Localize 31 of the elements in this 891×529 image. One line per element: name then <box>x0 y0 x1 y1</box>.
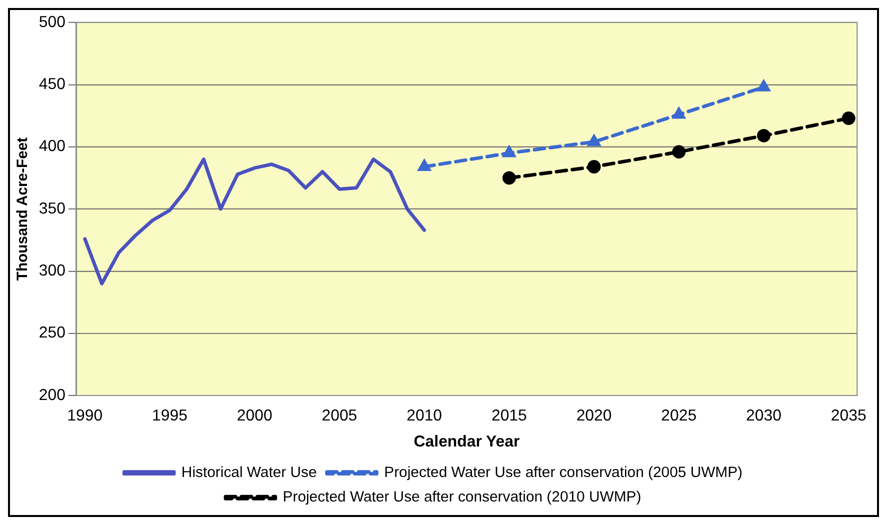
x-tick-label: 2035 <box>830 407 866 424</box>
y-tick-label: 200 <box>38 386 66 404</box>
y-tick-label: 350 <box>38 200 66 218</box>
x-tick-label: 2020 <box>576 407 612 424</box>
x-tick-label: 2010 <box>406 407 442 424</box>
point <box>587 160 601 174</box>
point <box>588 135 600 146</box>
y-tick-label: 400 <box>38 138 66 156</box>
point <box>672 145 686 159</box>
point <box>672 108 685 119</box>
x-tick-label: 1990 <box>67 407 103 424</box>
x-axis-title: Calendar Year <box>414 433 520 450</box>
y-tick-label: 300 <box>38 262 66 280</box>
y-tick-label: 500 <box>38 14 66 31</box>
y-tick-label: 450 <box>38 76 66 94</box>
point <box>503 146 516 158</box>
y-axis-title: Thousand Acre-Feet <box>15 137 32 281</box>
x-tick-label: 2005 <box>322 407 358 424</box>
point <box>758 80 770 92</box>
x-tick-label: 2015 <box>491 407 528 424</box>
x-tick-label: 1995 <box>152 407 188 424</box>
y-tick-label: 250 <box>38 324 66 342</box>
point <box>502 171 516 185</box>
point <box>842 112 856 125</box>
legend-label: Projected Water Use after conservation (2005 UWMP) <box>384 464 743 481</box>
legend-label: Historical Water Use <box>181 464 317 481</box>
x-tick-label: 2025 <box>661 407 697 424</box>
legend-label: Projected Water Use after conservation (2010 UWMP) <box>282 490 642 506</box>
x-tick-label: 2030 <box>746 407 782 424</box>
x-tick-label: 2000 <box>236 407 272 424</box>
point <box>757 128 770 142</box>
